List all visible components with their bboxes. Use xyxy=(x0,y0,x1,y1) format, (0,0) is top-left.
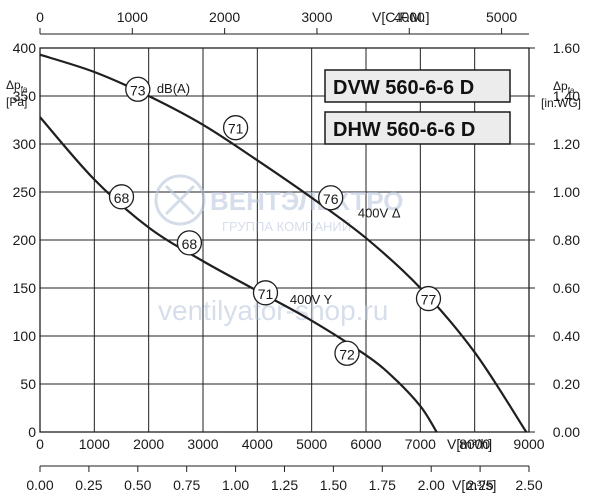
x-bottom2-tick-label: 0.00 xyxy=(26,477,53,493)
x-bottom2-tick-label: 0.75 xyxy=(173,477,200,493)
noise-level-circle xyxy=(415,285,442,312)
noise-level-label: 68 xyxy=(114,190,130,206)
x-top-tick-label: 4000 xyxy=(394,9,425,25)
x-bottom-tick-label: 1000 xyxy=(79,436,110,452)
svg-text:Δpfa: Δpfa xyxy=(6,78,28,94)
x-bottom-tick-label: 8000 xyxy=(459,436,490,452)
noise-level-label: 71 xyxy=(258,286,274,302)
noise-level-circle xyxy=(125,76,151,102)
y-left-tick-label: 100 xyxy=(13,328,37,344)
x-top-tick-label: 3000 xyxy=(301,9,332,25)
noise-level-marker: 76 xyxy=(318,185,344,211)
watermark-logo-icon xyxy=(154,174,206,226)
y-right-tick-label: 1.00 xyxy=(553,184,580,200)
x-bottom2-tick-label: 0.25 xyxy=(75,477,102,493)
y-left-title: Δpfa [Pa] xyxy=(6,78,28,109)
x-bottom2-tick-label: 2.25 xyxy=(466,477,493,493)
curve-annotation: 400V Y xyxy=(290,292,333,307)
x-bottom2-tick-label: 1.75 xyxy=(369,477,396,493)
noise-level-marker: 72 xyxy=(334,340,360,366)
x-top-tick-label: 2000 xyxy=(209,9,240,25)
svg-text:Δpfa: Δpfa xyxy=(553,79,575,95)
tick-labels: 0 50 100 150 200 250 300 350 400 0.00 0.20 0.40 0.60… xyxy=(13,9,581,493)
model-label-dhw: DHW 560-6-6 D xyxy=(333,119,475,141)
noise-level-label: 77 xyxy=(421,292,437,308)
y-left-tick-label: 400 xyxy=(13,40,37,56)
noise-level-circle xyxy=(318,185,344,211)
noise-level-label: 73 xyxy=(130,82,146,98)
model-label-dvw: DVW 560-6-6 D xyxy=(333,77,474,99)
noise-level-circle xyxy=(108,184,135,210)
noise-level-marker: 68 xyxy=(108,184,135,210)
noise-level-marker: 68 xyxy=(176,230,203,256)
y-left-title-main: Δp xyxy=(6,78,21,92)
y-right-tick-label: 0.00 xyxy=(553,424,580,440)
curve-annotation: 400V Δ xyxy=(358,206,401,221)
x-top-tick-label: 5000 xyxy=(486,9,517,25)
noise-level-circle xyxy=(176,230,203,256)
y-right-unit: [in.WG] xyxy=(541,96,581,110)
x-bottom-tick-label: 6000 xyxy=(350,436,381,452)
y-right-tick-label: 1.20 xyxy=(553,136,580,152)
annotations: dB(A) 400V Δ 400V Y xyxy=(157,81,401,307)
x-bottom2-tick-label: 2.00 xyxy=(418,477,445,493)
x-bottom-tick-label: 3000 xyxy=(187,436,218,452)
noise-level-circle xyxy=(252,280,279,306)
x-bottom2-tick-label: 0.50 xyxy=(124,477,151,493)
y-right-tick-label: 0.40 xyxy=(553,328,580,344)
y-right-title-main: Δp xyxy=(553,79,568,93)
x-bottom2-tick-label: 1.25 xyxy=(271,477,298,493)
x-bottom2-title: V[m³/s] xyxy=(452,477,496,493)
noise-level-marker: 73 xyxy=(125,76,151,102)
y-right-tick-label: 0.60 xyxy=(553,280,580,296)
x-top-title: V[C.F.M.] xyxy=(372,9,430,25)
y-right-title: Δpfa [in.WG] xyxy=(541,79,581,110)
y-right-tick-label: 1.60 xyxy=(553,40,580,56)
x-bottom2-tick-label: 1.00 xyxy=(222,477,249,493)
y-right-tick-label: 0.80 xyxy=(553,232,580,248)
watermark-tagline: ГРУППА КОМПАНИЙ xyxy=(222,219,351,234)
noise-level-marker: 77 xyxy=(415,285,442,312)
x-bottom-tick-label: 2000 xyxy=(133,436,164,452)
y-left-tick-label: 300 xyxy=(13,136,37,152)
noise-markers: 73 71 76 77 68 68 71 72 xyxy=(108,76,442,366)
y-right-tick-label: 0.20 xyxy=(553,376,580,392)
y-left-tick-label: 350 xyxy=(13,88,37,104)
noise-level-marker: 71 xyxy=(222,115,249,141)
y-left-unit: [Pa] xyxy=(6,95,27,109)
grid xyxy=(40,48,529,432)
noise-level-label: 72 xyxy=(339,346,355,362)
curve-annotation: dB(A) xyxy=(157,81,190,96)
curve-400v-y xyxy=(39,116,438,433)
x-bottom-tick-label: 9000 xyxy=(513,436,544,452)
x-bottom-title: V[m³/h] xyxy=(447,436,492,452)
noise-level-marker: 71 xyxy=(252,280,279,306)
y-left-tick-label: 50 xyxy=(20,376,36,392)
x-bottom2-tick-label: 1.50 xyxy=(320,477,347,493)
x-bottom2-tick-label: 2.50 xyxy=(515,477,542,493)
x-top-tick-label: 1000 xyxy=(117,9,148,25)
y-left-title-sub: fa xyxy=(21,85,28,94)
watermark-brand: ВЕНТЭЛЕКТРО xyxy=(210,186,404,216)
noise-level-label: 76 xyxy=(323,191,339,207)
noise-level-label: 71 xyxy=(228,121,244,137)
y-left-tick-label: 150 xyxy=(13,280,37,296)
x-bottom-tick-label: 7000 xyxy=(405,436,436,452)
noise-level-label: 68 xyxy=(182,236,198,252)
x-bottom-tick-label: 5000 xyxy=(296,436,327,452)
y-left-tick-label: 200 xyxy=(13,232,37,248)
model-box-dhw: DHW 560-6-6 D xyxy=(324,111,511,145)
y-left-tick-label: 0 xyxy=(28,424,36,440)
y-right-tick-label: 1.40 xyxy=(553,88,580,104)
x-top-tick-label: 0 xyxy=(36,9,44,25)
x-bottom-tick-label: 0 xyxy=(36,436,44,452)
y-right-title-sub: fa xyxy=(568,86,575,95)
noise-level-circle xyxy=(222,115,249,141)
noise-level-circle xyxy=(334,340,360,366)
model-box-dvw: DVW 560-6-6 D xyxy=(324,69,511,103)
y-left-tick-label: 250 xyxy=(13,184,37,200)
x-bottom-tick-label: 4000 xyxy=(242,436,273,452)
